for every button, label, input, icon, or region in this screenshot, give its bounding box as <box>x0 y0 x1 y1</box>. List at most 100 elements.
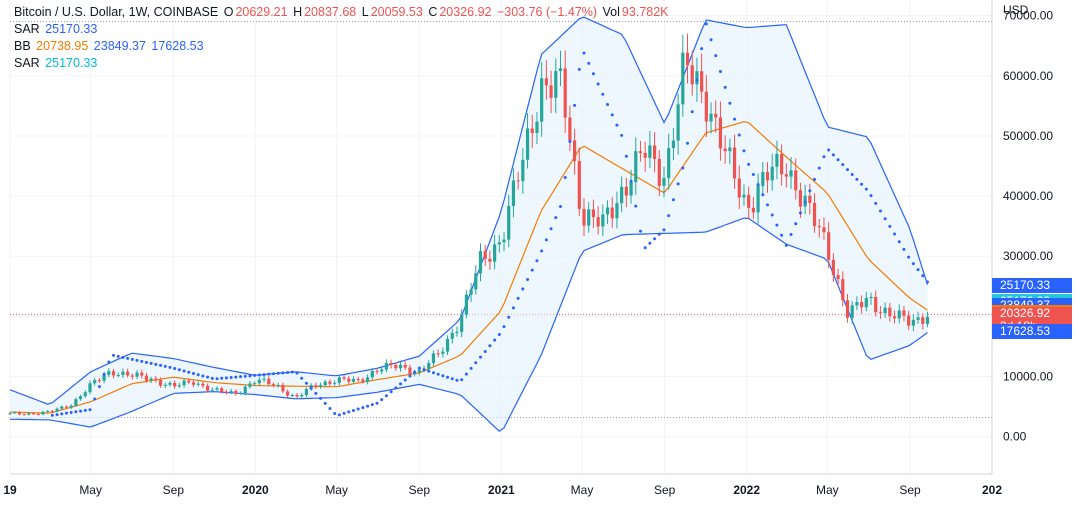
candle-body <box>361 379 365 382</box>
candle-body <box>700 71 704 92</box>
candle-body <box>460 314 464 332</box>
time-tick-label: 19 <box>3 483 17 497</box>
sar-dot <box>554 216 558 220</box>
sar-dot <box>488 344 492 348</box>
sar-dot <box>756 183 760 187</box>
sar-dot <box>653 237 657 241</box>
sar-dot <box>60 412 64 416</box>
indicator-sar-2[interactable]: SAR 25170.33 <box>14 55 99 72</box>
candle-body <box>370 371 374 378</box>
sar-dot <box>356 407 360 411</box>
candle-body <box>747 194 751 208</box>
sar-dot <box>841 163 845 167</box>
sar-dot <box>342 411 346 415</box>
sar-dot <box>149 361 153 365</box>
candle-body <box>88 383 92 393</box>
high-label: H <box>293 5 303 19</box>
sar-dot <box>163 364 167 368</box>
sar-dot <box>798 211 802 215</box>
indicator-bb[interactable]: BB 20738.95 23849.37 17628.53 <box>14 38 206 55</box>
candle-body <box>83 392 87 397</box>
candle-body <box>525 128 530 160</box>
open-label: O <box>223 5 234 19</box>
candle-body <box>210 389 214 391</box>
candle-body <box>97 380 101 382</box>
candle-body <box>723 148 727 152</box>
candle-body <box>737 178 741 198</box>
candle-body <box>474 273 478 290</box>
candle-body <box>295 394 299 397</box>
price-tick-label: 0.00 <box>1003 430 1027 444</box>
time-tick-label: 2022 <box>733 483 760 497</box>
sar-dot <box>860 182 864 186</box>
sar-dot <box>794 222 798 226</box>
candle-body <box>333 382 337 384</box>
sar-dot <box>582 51 586 55</box>
sar-dot <box>751 172 755 176</box>
sar-dot <box>596 82 600 86</box>
bb-basis-value: 20738.95 <box>36 39 89 53</box>
sar-dot <box>511 306 515 310</box>
time-tick-label: Sep <box>654 483 676 497</box>
symbol-title[interactable]: Bitcoin / U.S. Dollar, 1W, COINBASE <box>14 5 219 19</box>
sar-dot <box>446 375 450 379</box>
candle-body <box>342 377 346 379</box>
sar-dot <box>615 123 619 127</box>
sar-dot <box>323 401 327 405</box>
candle-body <box>878 312 883 314</box>
sar-dot <box>286 370 290 374</box>
sar-dot <box>375 401 379 405</box>
candle-body <box>624 186 628 196</box>
indicator-sar-1[interactable]: SAR 25170.33 <box>14 21 99 38</box>
price-tag: 17628.53 <box>992 323 1072 339</box>
sar-dot <box>813 177 817 181</box>
candle-body <box>323 381 327 386</box>
candle-body <box>102 374 106 381</box>
candle-body <box>445 338 450 352</box>
sar-dot <box>64 411 68 415</box>
sar-dot <box>643 246 647 250</box>
candle-body <box>243 386 247 394</box>
sar-dot <box>742 149 746 153</box>
candle-body <box>469 289 473 295</box>
candle-body <box>643 152 647 158</box>
sar-dot <box>107 360 111 364</box>
sar-dot <box>874 201 878 205</box>
time-tick-label: May <box>816 483 839 497</box>
sar-dot <box>507 315 511 319</box>
candle-body <box>634 151 638 183</box>
candle-body <box>46 411 50 413</box>
time-tick-label: Sep <box>163 483 185 497</box>
candle-body <box>271 384 276 386</box>
candle-body <box>31 413 36 415</box>
sar-dot <box>450 377 454 381</box>
candles <box>8 33 930 416</box>
sar-dot <box>229 375 233 379</box>
candle-body <box>488 258 492 262</box>
sar-dot <box>79 409 83 413</box>
sar-dot <box>808 189 812 193</box>
price-tag-value: 17628.53 <box>1000 323 1051 338</box>
candle-body <box>290 394 294 396</box>
candle-body <box>742 194 746 198</box>
candle-body <box>714 113 718 118</box>
sar-dot <box>521 287 525 291</box>
candle-body <box>196 383 200 385</box>
sar-dot <box>634 204 638 208</box>
currency-label[interactable]: USD <box>1003 3 1029 17</box>
candle-body <box>384 363 388 370</box>
sar-dot <box>319 396 323 400</box>
sar-dot <box>116 354 120 358</box>
candle-body <box>638 151 643 153</box>
sar-dot <box>130 357 134 361</box>
candle-body <box>201 383 205 386</box>
candle-body <box>794 170 798 191</box>
sar-dot <box>516 296 520 300</box>
candle-body <box>883 307 887 314</box>
price-tick-label: 10000.00 <box>1003 370 1053 384</box>
sar-dot <box>257 373 261 377</box>
candle-body <box>615 203 619 219</box>
sar-dot <box>234 375 238 379</box>
sar-dot <box>220 376 224 380</box>
